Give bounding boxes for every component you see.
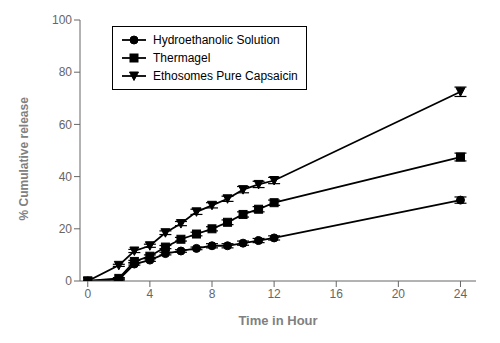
svg-text:80: 80 — [59, 65, 73, 79]
svg-text:16: 16 — [330, 287, 344, 301]
svg-text:60: 60 — [59, 118, 73, 132]
svg-text:24: 24 — [454, 287, 468, 301]
svg-text:100: 100 — [52, 13, 72, 27]
svg-text:0: 0 — [65, 274, 72, 288]
svg-text:20: 20 — [392, 287, 406, 301]
svg-text:% Cumulative release: % Cumulative release — [17, 97, 31, 221]
html-text:Ethosomes Pure Capsaicin: Ethosomes Pure Capsaicin — [153, 69, 298, 83]
svg-text:0: 0 — [84, 287, 91, 301]
svg-text:20: 20 — [59, 222, 73, 236]
svg-text:Time in Hour: Time in Hour — [238, 313, 317, 328]
svg-text:12: 12 — [267, 287, 281, 301]
svg-text:4: 4 — [147, 287, 154, 301]
svg-text:8: 8 — [209, 287, 216, 301]
svg-text:40: 40 — [59, 170, 73, 184]
html-text:Hydroethanolic Solution: Hydroethanolic Solution — [153, 33, 280, 47]
html-text:Thermagel: Thermagel — [153, 51, 211, 65]
